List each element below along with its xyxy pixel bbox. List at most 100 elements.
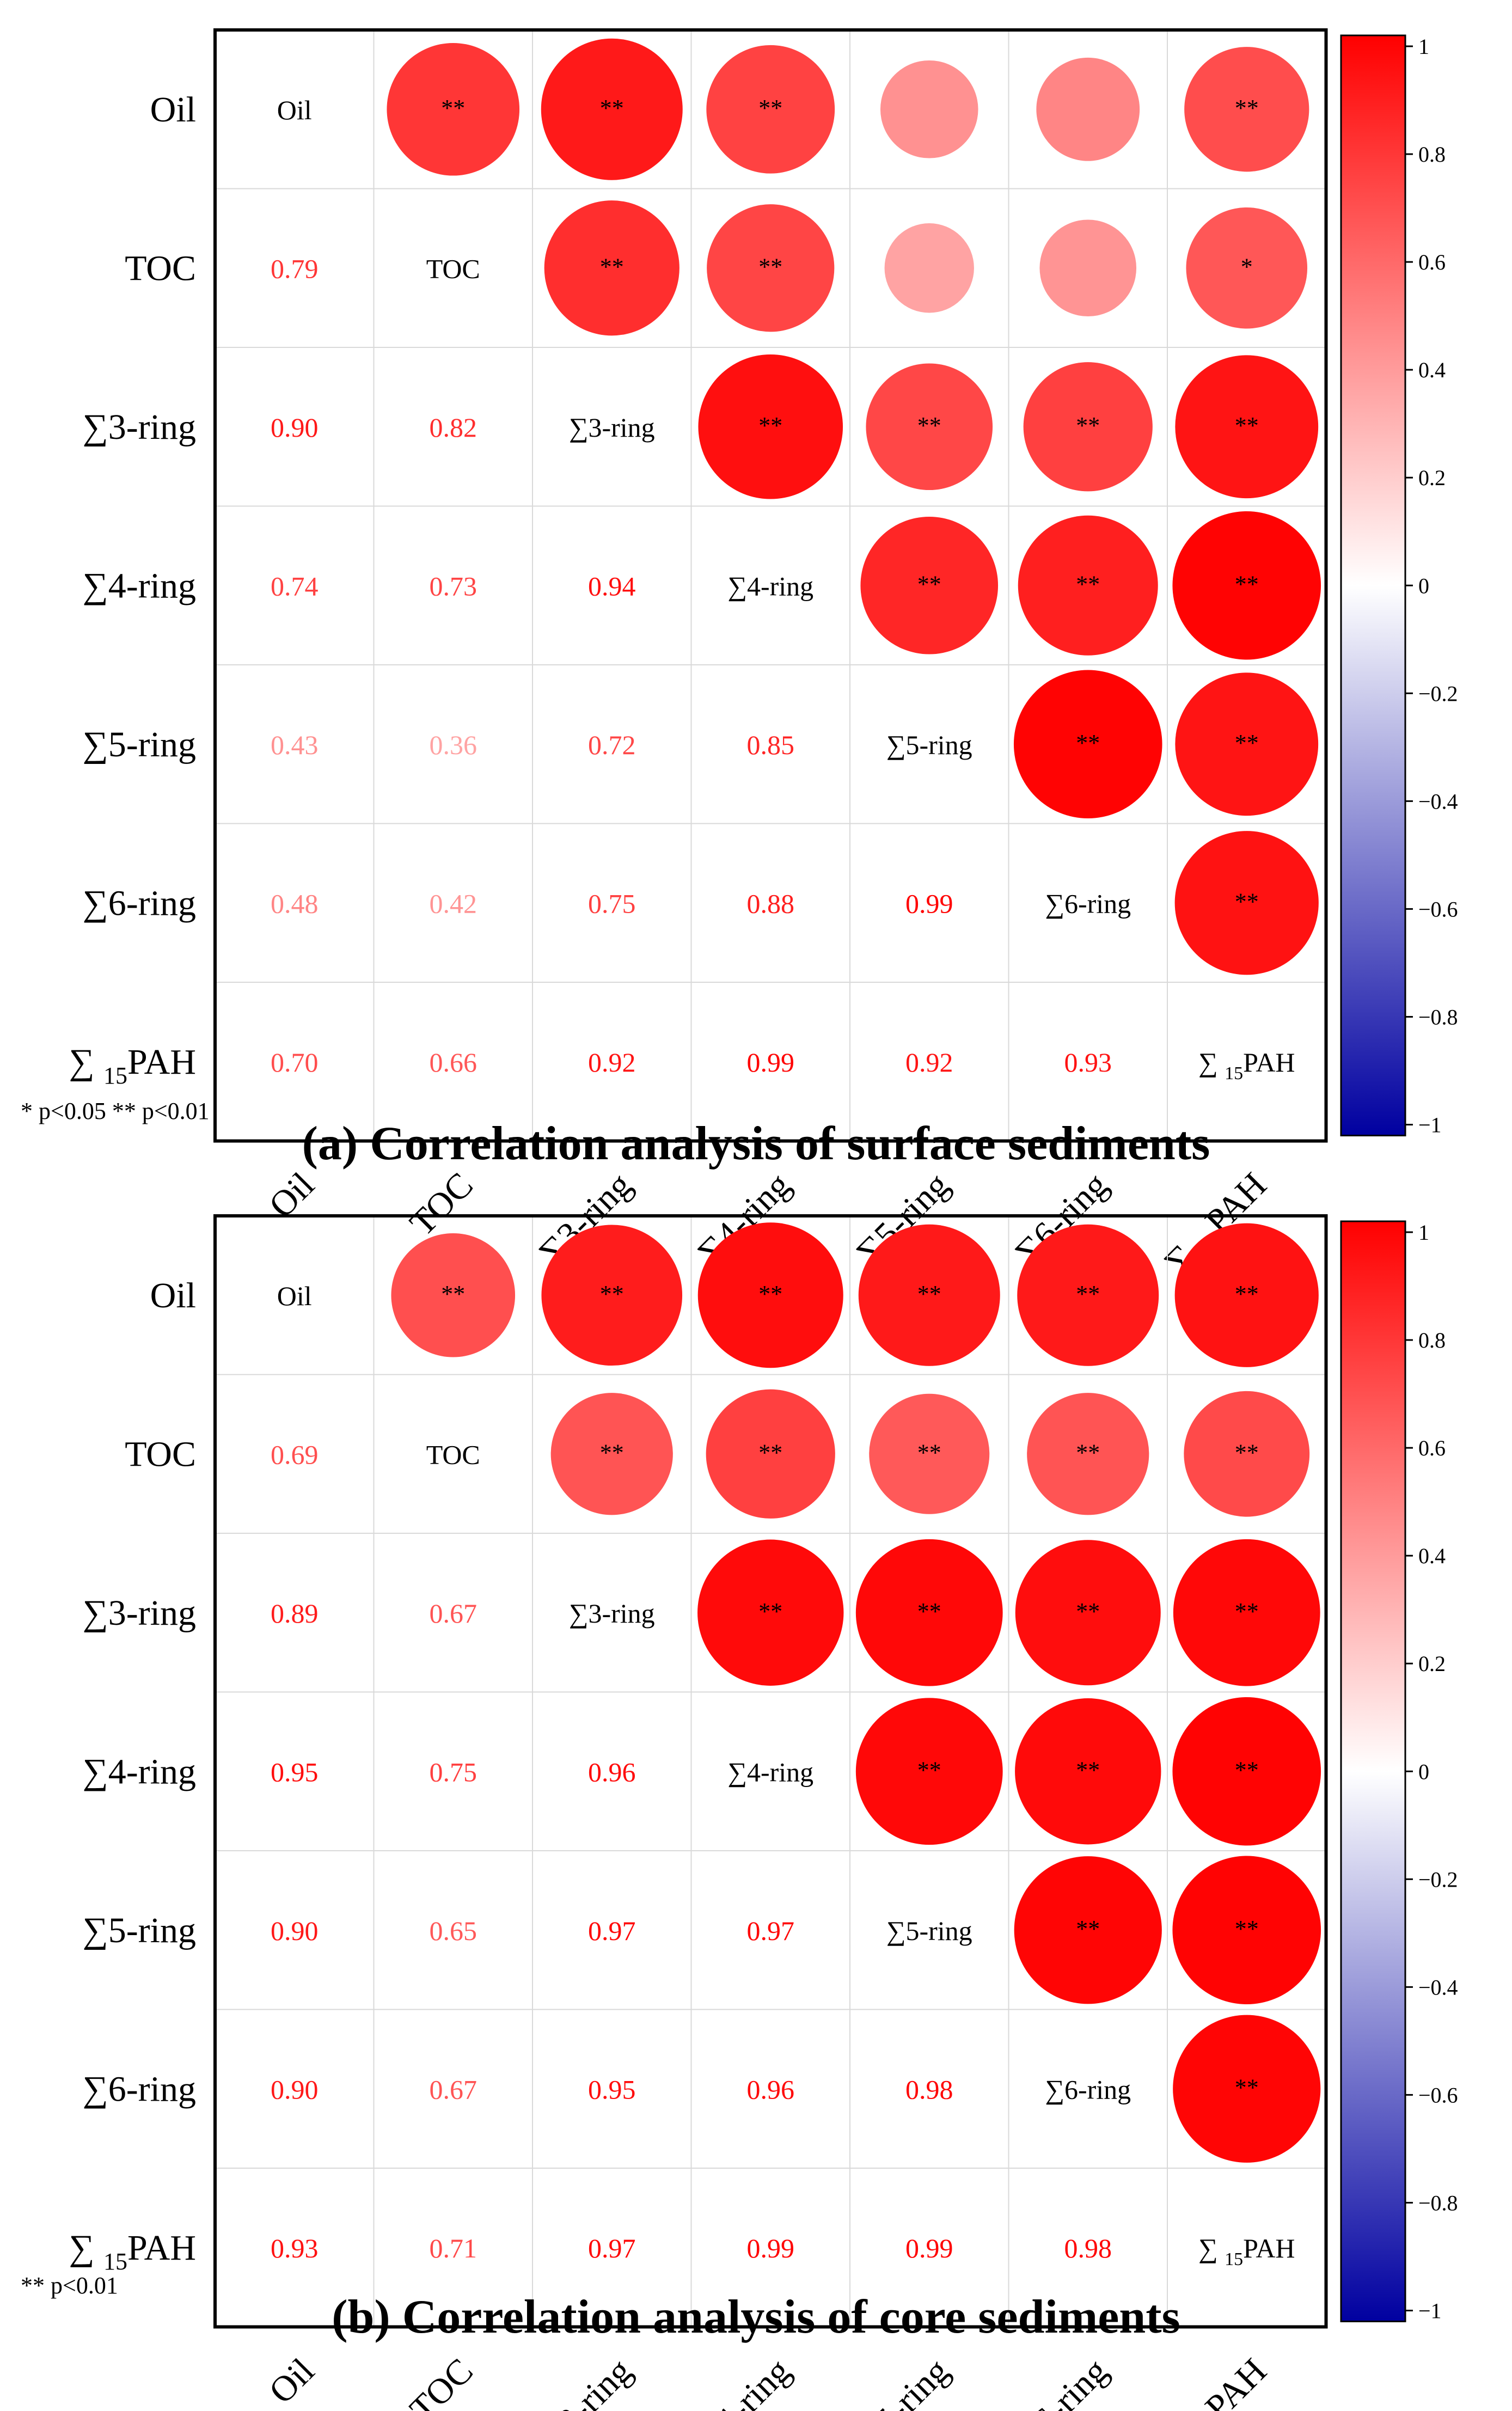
colorbar-tick-label: −0.6: [1418, 2083, 1458, 2107]
correlation-circle: [550, 1393, 673, 1515]
x-axis-label: Oil: [261, 2351, 322, 2411]
x-axis-label: ∑4-ring: [690, 2351, 798, 2411]
correlation-circle: [1014, 1856, 1162, 2004]
y-axis-label: ∑ 15PAH: [69, 2228, 196, 2275]
correlation-circle: [1173, 2015, 1321, 2163]
significance-mark: **: [600, 1281, 624, 1307]
correlation-circle: [1175, 355, 1319, 499]
correlation-circle: [1039, 219, 1137, 317]
correlation-value: 0.98: [905, 2074, 953, 2104]
significance-mark: **: [600, 1439, 624, 1466]
panel-core-sediments: Oil ** ** ** ** ** ** 0.69 TOC ** ** ** ** ** 0.89 0.67…: [69, 1214, 1458, 2411]
significance-mark: **: [1235, 1757, 1259, 1783]
correlation-value: 0.65: [430, 1916, 478, 1946]
x-axis-label: ∑5-ring: [848, 2351, 957, 2411]
diagonal-label: ∑6-ring: [1045, 2074, 1131, 2104]
diagonal-label: ∑3-ring: [569, 1598, 655, 1629]
correlation-circle: [1015, 1540, 1161, 1686]
y-axis-label: ∑6-ring: [83, 883, 196, 923]
significance-mark: **: [1076, 1598, 1100, 1625]
correlation-value: 0.99: [747, 2233, 795, 2263]
correlation-value: 0.90: [271, 412, 319, 443]
significance-mark: **: [917, 1757, 941, 1783]
y-axis-label: Oil: [150, 90, 196, 130]
correlation-circle: [884, 223, 974, 313]
correlation-value: 0.92: [905, 1047, 953, 1078]
correlation-value: 0.73: [430, 571, 478, 601]
colorbar-tick-label: −0.6: [1418, 897, 1458, 921]
correlation-value: 0.85: [747, 730, 795, 760]
correlation-value: 0.96: [588, 1757, 636, 1787]
correlation-value: 0.89: [271, 1598, 319, 1629]
colorbar: [1340, 34, 1406, 1136]
colorbar-tick-label: −0.8: [1418, 1005, 1458, 1029]
correlation-value: 0.71: [430, 2233, 478, 2263]
diagonal-label: ∑6-ring: [1045, 888, 1131, 919]
colorbar-tick-label: 1: [1418, 34, 1429, 59]
correlation-value: 0.67: [430, 1598, 478, 1629]
correlation-circle: [1015, 1698, 1161, 1845]
y-axis-label: TOC: [125, 1434, 196, 1474]
significance-mark: **: [1235, 1281, 1259, 1307]
correlation-circle: [860, 516, 999, 654]
y-axis-label: ∑3-ring: [83, 1593, 196, 1633]
correlation-circle: [707, 204, 835, 332]
significance-mark: **: [758, 1439, 782, 1466]
correlation-circle: [697, 1222, 843, 1368]
significance-mark: **: [758, 1281, 782, 1307]
colorbar-tick-label: 1: [1418, 1220, 1429, 1245]
panel-surface-sediments: Oil ** ** ** **0.79 TOC ** ** *0.90 0.82 ∑3-ring **…: [69, 28, 1458, 1283]
significance-mark: **: [1235, 1916, 1259, 1942]
correlation-circle: [1184, 1391, 1310, 1517]
significance-mark: **: [1235, 95, 1259, 121]
correlation-circle: [1013, 670, 1162, 819]
significance-mark: **: [1076, 730, 1100, 756]
x-axis-label: TOC: [402, 2351, 481, 2411]
significance-mark: **: [1235, 888, 1259, 915]
significance-mark: **: [758, 95, 782, 121]
significance-mark: **: [917, 1598, 941, 1625]
diagonal-label: ∑ 15PAH: [1198, 2233, 1295, 2269]
correlation-value: 0.97: [747, 1916, 795, 1946]
significance-mark: **: [600, 253, 624, 280]
correlation-value: 0.95: [588, 2074, 636, 2104]
significance-mark: **: [758, 1598, 782, 1625]
correlation-circle: [1172, 511, 1321, 660]
x-axis-label: ∑3-ring: [531, 2351, 639, 2411]
correlation-circle: [1174, 1223, 1319, 1367]
diagonal-label: ∑4-ring: [727, 1757, 813, 1787]
significance-note-a: * p<0.05 ** p<0.01: [21, 1098, 210, 1124]
diagonal-label: ∑3-ring: [569, 412, 655, 443]
correlation-value: 0.96: [747, 2074, 795, 2104]
significance-mark: **: [917, 412, 941, 439]
correlation-value: 0.93: [1064, 1047, 1112, 1078]
significance-mark: *: [1241, 253, 1253, 280]
colorbar-tick-label: 0.2: [1418, 1651, 1446, 1676]
colorbar: [1340, 1220, 1406, 2322]
diagonal-label: ∑4-ring: [727, 571, 813, 601]
colorbar-tick-label: −0.8: [1418, 2190, 1458, 2215]
correlation-value: 0.99: [747, 1047, 795, 1078]
correlation-circle: [1172, 1856, 1321, 2005]
x-axis-label: ∑6-ring: [1007, 2351, 1116, 2411]
correlation-value: 0.43: [271, 730, 319, 760]
correlation-circle: [1023, 362, 1153, 492]
y-axis-label: ∑6-ring: [83, 2069, 196, 2109]
colorbar-tick-label: 0.2: [1418, 466, 1446, 490]
significance-mark: **: [1235, 1439, 1259, 1466]
correlation-value: 0.99: [905, 888, 953, 919]
correlation-value: 0.66: [430, 1047, 478, 1078]
colorbar-tick-label: −1: [1418, 2299, 1442, 2323]
significance-note-b: ** p<0.01: [21, 2272, 118, 2299]
significance-mark: **: [1076, 1757, 1100, 1783]
correlation-circle: [1173, 1539, 1320, 1686]
x-axis-label: TOC: [402, 1165, 481, 1243]
correlation-circle: [387, 42, 520, 176]
correlation-circle: [697, 1539, 844, 1686]
caption-b: (b) Correlation analysis of core sedimen…: [332, 2291, 1180, 2343]
correlation-circle: [1017, 1224, 1159, 1366]
y-axis-label: Oil: [150, 1276, 196, 1315]
correlation-circle: [855, 1698, 1003, 1845]
correlation-value: 0.72: [588, 730, 636, 760]
diagonal-label: ∑5-ring: [886, 730, 972, 760]
